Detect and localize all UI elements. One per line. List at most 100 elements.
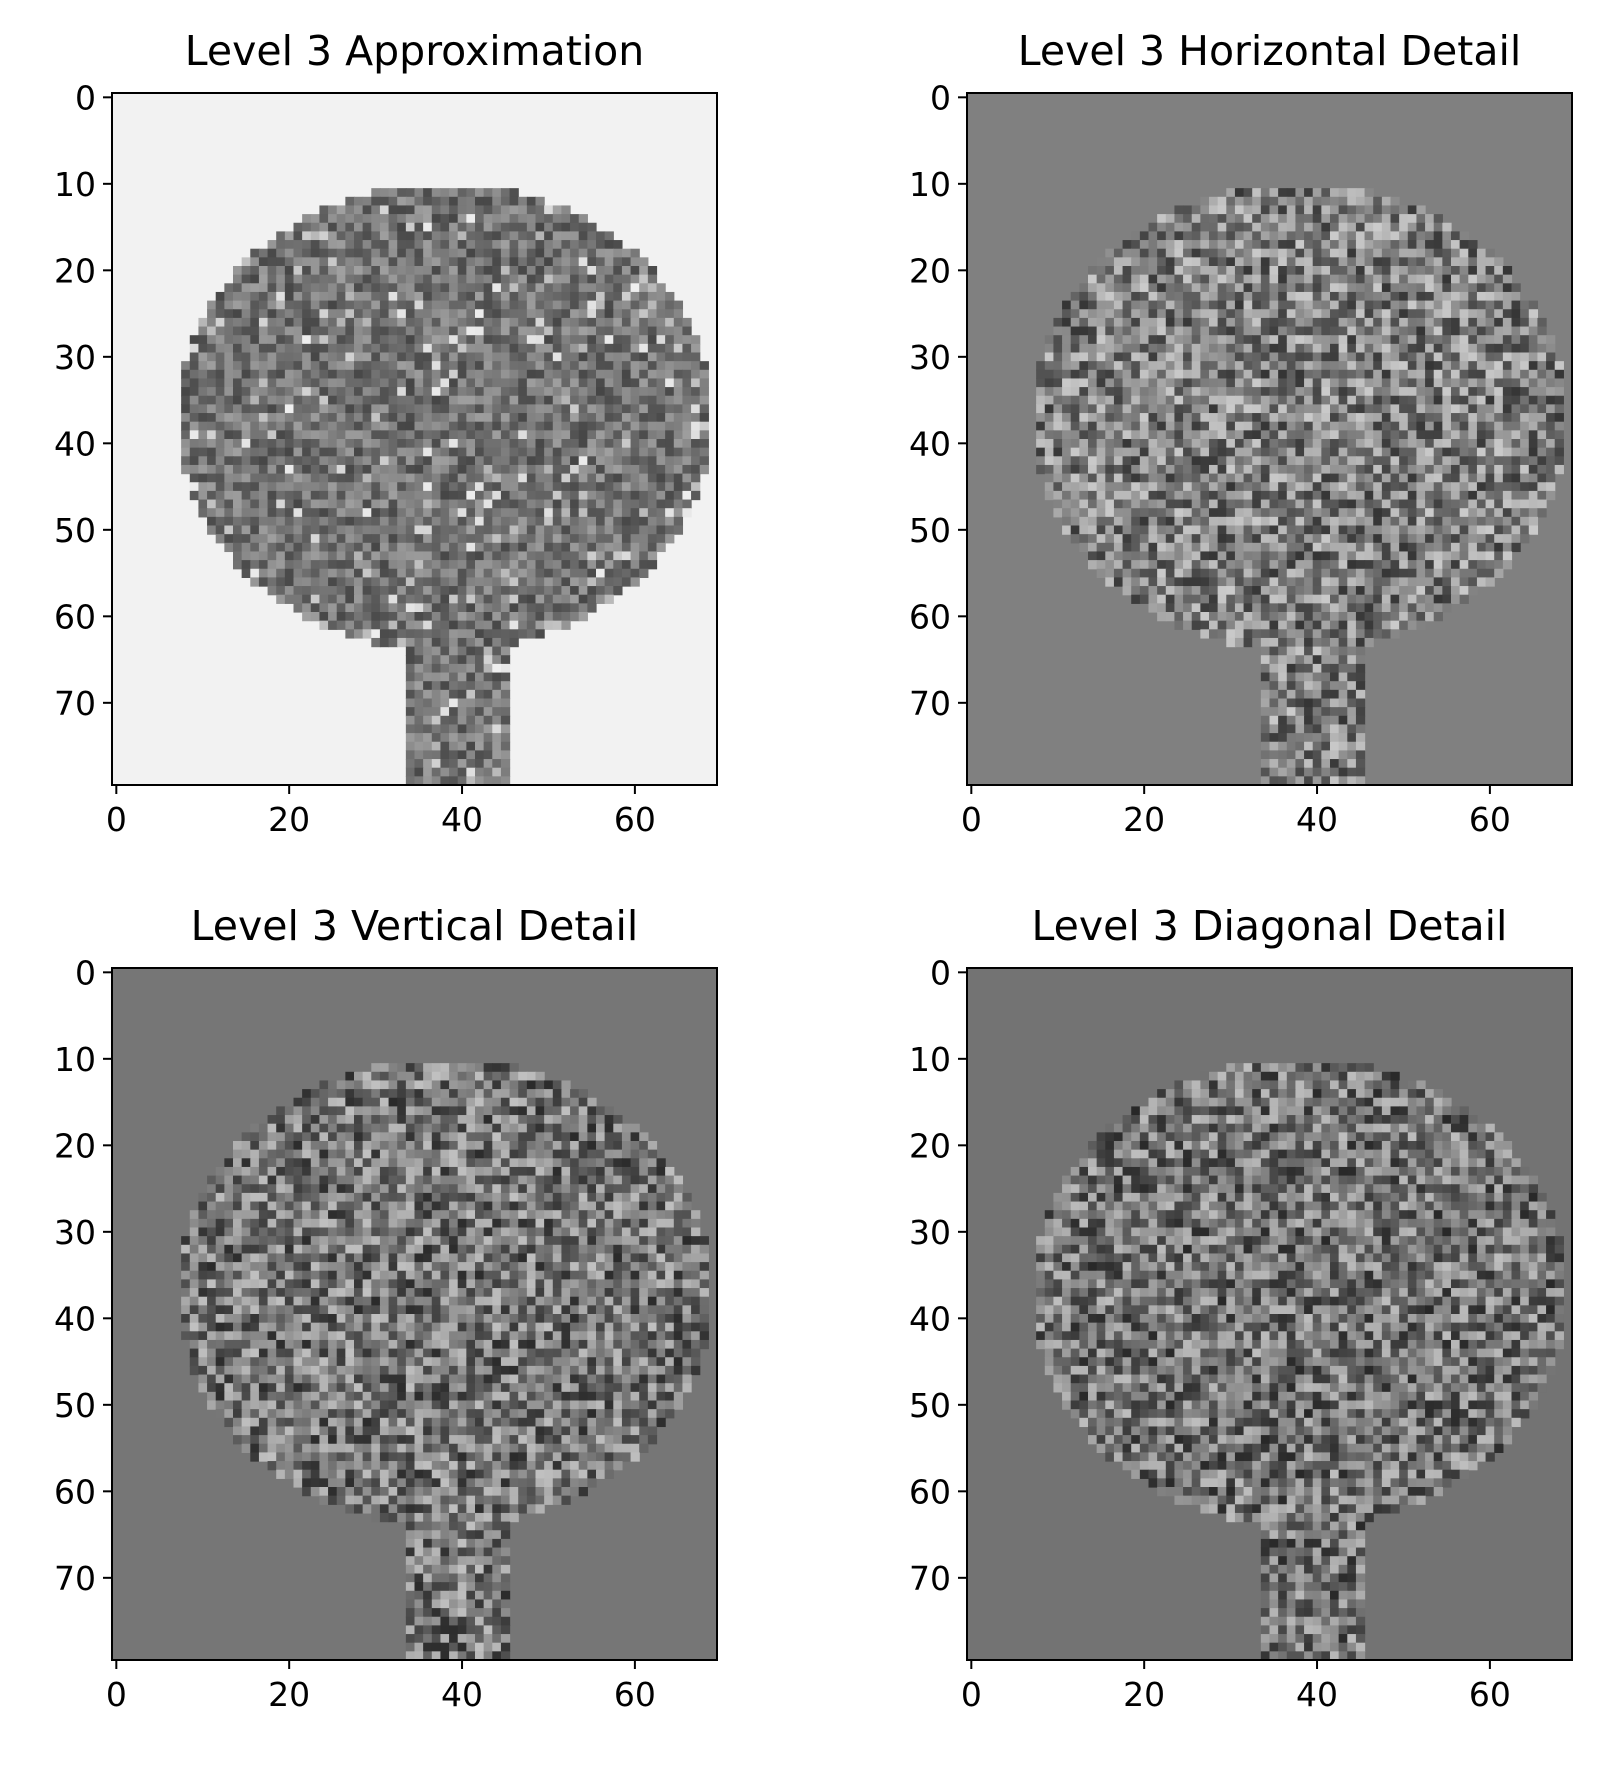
image-pixel <box>1494 274 1504 284</box>
image-pixel <box>302 369 312 380</box>
image-pixel <box>241 551 251 561</box>
image-pixel <box>397 525 407 535</box>
image-pixel <box>310 568 321 578</box>
image-pixel <box>1416 378 1426 388</box>
image-pixel <box>457 317 467 328</box>
image-pixel <box>691 456 701 466</box>
image-pixel <box>483 369 493 380</box>
image-pixel <box>258 577 269 587</box>
image-pixel <box>500 776 511 786</box>
image-pixel <box>500 759 511 769</box>
image-pixel <box>457 568 467 578</box>
image-pixel <box>1338 240 1348 250</box>
image-pixel <box>371 196 381 207</box>
image-pixel <box>578 456 588 466</box>
image-pixel <box>526 404 537 414</box>
image-pixel <box>639 387 649 397</box>
image-pixel <box>1131 266 1141 276</box>
image-pixel <box>1476 378 1487 388</box>
image-pixel <box>1165 464 1176 475</box>
image-pixel <box>552 560 563 570</box>
image-pixel <box>1260 309 1271 319</box>
image-pixel <box>1407 300 1418 310</box>
image-pixel <box>535 387 545 397</box>
image-pixel <box>483 499 493 509</box>
image-pixel <box>362 283 372 293</box>
image-pixel <box>1183 266 1193 276</box>
image-pixel <box>561 352 571 362</box>
image-pixel <box>647 525 658 535</box>
image-pixel <box>233 404 243 414</box>
image-pixel <box>1183 317 1193 328</box>
image-pixel <box>561 603 571 613</box>
image-pixel <box>1407 464 1418 475</box>
image-pixel <box>1183 257 1193 267</box>
image-pixel <box>1226 456 1236 466</box>
image-pixel <box>345 629 355 639</box>
image-pixel <box>492 724 502 734</box>
image-pixel <box>1433 508 1443 518</box>
image-pixel <box>397 361 407 371</box>
image-pixel <box>354 490 364 501</box>
image-pixel <box>302 421 312 431</box>
image-pixel <box>1399 464 1409 475</box>
image-pixel <box>552 482 563 492</box>
image-pixel <box>1165 240 1176 250</box>
image-pixel <box>284 516 295 527</box>
image-pixel <box>1269 309 1279 319</box>
image-pixel <box>1416 257 1426 267</box>
image-pixel <box>345 447 355 457</box>
image-pixel <box>1433 395 1443 405</box>
image-pixel <box>578 439 588 449</box>
image-pixel <box>1502 413 1513 423</box>
image-pixel <box>596 456 606 466</box>
image-pixel <box>1451 464 1461 475</box>
image-pixel <box>1295 257 1305 267</box>
image-pixel <box>431 473 442 483</box>
image-pixel <box>630 551 640 561</box>
image-pixel <box>1347 214 1357 224</box>
image-pixel <box>1416 490 1426 501</box>
image-pixel <box>1295 516 1305 527</box>
image-pixel <box>405 707 416 717</box>
image-pixel <box>526 300 537 310</box>
image-pixel <box>388 317 398 328</box>
image-pixels <box>181 188 709 786</box>
image-pixel <box>267 395 277 405</box>
image-pixel <box>466 655 476 665</box>
image-pixel <box>1200 456 1210 466</box>
image-pixel <box>449 776 459 786</box>
image-pixel <box>1096 326 1106 336</box>
image-pixel <box>518 343 528 354</box>
image-pixel <box>1243 482 1253 492</box>
image-pixel <box>570 456 580 466</box>
image-pixel <box>1355 473 1366 483</box>
image-pixel <box>1468 343 1478 354</box>
image-pixel <box>310 326 321 336</box>
image-pixel <box>302 214 312 224</box>
image-pixel <box>1485 352 1495 362</box>
image-pixel <box>1537 508 1547 518</box>
image-pixel <box>535 525 545 535</box>
image-pixel <box>561 404 571 414</box>
image-pixel <box>423 776 433 786</box>
image-pixel <box>570 395 580 405</box>
image-pixel <box>302 560 312 570</box>
image-pixel <box>604 525 614 535</box>
image-pixel <box>336 490 346 501</box>
image-pixel <box>1425 404 1435 414</box>
image-pixel <box>1096 430 1106 440</box>
image-pixel <box>1070 361 1080 371</box>
image-pixel <box>1451 361 1461 371</box>
image-pixel <box>1165 274 1176 284</box>
image-pixel <box>1537 464 1547 475</box>
image-pixel <box>440 309 450 319</box>
image-pixel <box>1304 369 1314 380</box>
image-pixel <box>665 317 675 328</box>
image-pixel <box>267 439 277 449</box>
image-pixel <box>682 378 692 388</box>
image-pixel <box>189 361 200 371</box>
image-pixel <box>483 309 493 319</box>
image-pixel <box>1355 214 1366 224</box>
image-pixel <box>1191 205 1201 215</box>
